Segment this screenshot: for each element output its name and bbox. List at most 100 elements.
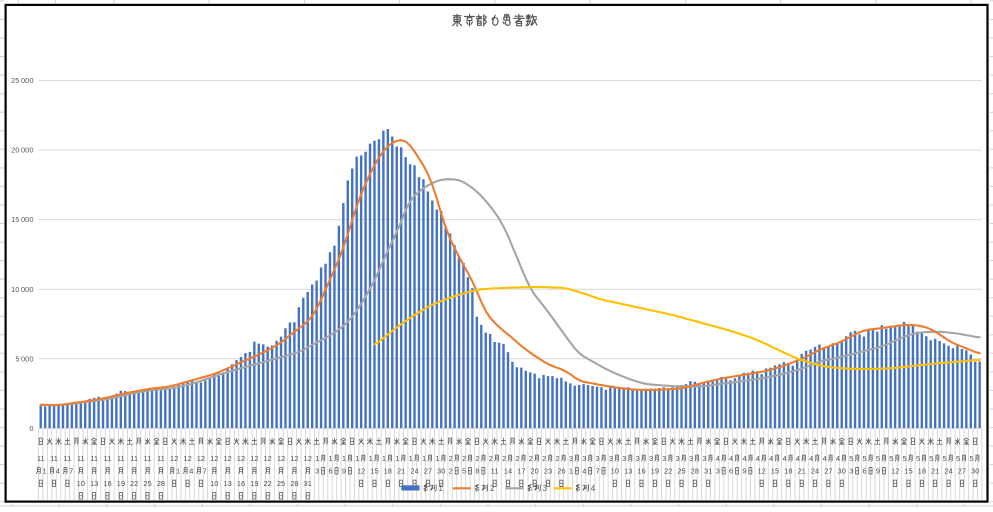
svg-text:12: 12 — [197, 454, 205, 463]
svg-text:11: 11 — [104, 454, 112, 463]
svg-text:15: 15 — [771, 467, 779, 476]
svg-text:16: 16 — [103, 479, 111, 488]
svg-text:2: 2 — [490, 484, 495, 493]
svg-text:4: 4 — [591, 484, 596, 493]
svg-text:1: 1 — [329, 454, 333, 463]
svg-text:12: 12 — [237, 454, 245, 463]
svg-text:18: 18 — [784, 467, 792, 476]
svg-text:11: 11 — [37, 454, 45, 463]
svg-text:4: 4 — [782, 454, 786, 463]
svg-text:2: 2 — [515, 454, 519, 463]
svg-text:11: 11 — [50, 454, 58, 463]
svg-text:4: 4 — [189, 467, 193, 476]
svg-text:3: 3 — [582, 454, 586, 463]
svg-text:12: 12 — [183, 454, 191, 463]
svg-text:3: 3 — [543, 484, 548, 493]
svg-text:1: 1 — [355, 454, 359, 463]
svg-text:30: 30 — [971, 467, 979, 476]
svg-text:1: 1 — [369, 454, 373, 463]
svg-text:25: 25 — [143, 479, 151, 488]
svg-text:3: 3 — [569, 454, 573, 463]
svg-text:13: 13 — [90, 479, 98, 488]
svg-text:14: 14 — [504, 467, 512, 476]
svg-text:19: 19 — [651, 467, 659, 476]
svg-text:17: 17 — [517, 467, 525, 476]
svg-text:21: 21 — [397, 467, 405, 476]
svg-text:4: 4 — [796, 454, 800, 463]
svg-text:24: 24 — [811, 467, 819, 476]
svg-text:3: 3 — [622, 454, 626, 463]
svg-text:1: 1 — [315, 454, 319, 463]
svg-text:26: 26 — [557, 467, 565, 476]
svg-text:2: 2 — [489, 454, 493, 463]
svg-text:5 000: 5 000 — [15, 354, 33, 363]
svg-text:10: 10 — [611, 467, 619, 476]
svg-text:3: 3 — [662, 454, 666, 463]
svg-text:5: 5 — [849, 454, 853, 463]
svg-text:3: 3 — [676, 454, 680, 463]
svg-text:30: 30 — [437, 467, 445, 476]
svg-text:12: 12 — [223, 454, 231, 463]
svg-text:19: 19 — [250, 479, 258, 488]
svg-text:7: 7 — [203, 467, 207, 476]
svg-text:2: 2 — [475, 454, 479, 463]
svg-text:5: 5 — [889, 454, 893, 463]
svg-text:9: 9 — [876, 467, 880, 476]
svg-text:4: 4 — [582, 467, 586, 476]
svg-text:6: 6 — [329, 467, 333, 476]
svg-text:5: 5 — [863, 454, 867, 463]
svg-text:3: 3 — [649, 454, 653, 463]
svg-text:2: 2 — [449, 467, 453, 476]
svg-text:12: 12 — [250, 454, 258, 463]
svg-text:27: 27 — [958, 467, 966, 476]
svg-text:8: 8 — [475, 467, 479, 476]
svg-text:30: 30 — [838, 467, 846, 476]
svg-text:5: 5 — [943, 454, 947, 463]
svg-text:1: 1 — [176, 467, 180, 476]
svg-text:3: 3 — [596, 454, 600, 463]
svg-text:24: 24 — [944, 467, 952, 476]
svg-text:31: 31 — [304, 479, 312, 488]
svg-text:5: 5 — [903, 454, 907, 463]
svg-text:15: 15 — [370, 467, 378, 476]
svg-text:16: 16 — [637, 467, 645, 476]
svg-text:1: 1 — [395, 454, 399, 463]
svg-text:13: 13 — [624, 467, 632, 476]
svg-text:25: 25 — [677, 467, 685, 476]
svg-text:3: 3 — [636, 454, 640, 463]
svg-text:9: 9 — [742, 467, 746, 476]
svg-text:11: 11 — [130, 454, 138, 463]
svg-text:10: 10 — [77, 479, 85, 488]
svg-text:7: 7 — [69, 467, 73, 476]
svg-text:18: 18 — [918, 467, 926, 476]
svg-text:1: 1 — [422, 454, 426, 463]
svg-text:12: 12 — [264, 454, 272, 463]
svg-text:12: 12 — [210, 454, 218, 463]
svg-text:2: 2 — [502, 454, 506, 463]
svg-text:1: 1 — [382, 454, 386, 463]
svg-text:7: 7 — [596, 467, 600, 476]
svg-text:22: 22 — [264, 479, 272, 488]
svg-text:4: 4 — [729, 454, 733, 463]
svg-text:5: 5 — [876, 454, 880, 463]
svg-text:12: 12 — [891, 467, 899, 476]
svg-text:1: 1 — [435, 454, 439, 463]
svg-text:9: 9 — [342, 467, 346, 476]
svg-text:3: 3 — [315, 467, 319, 476]
svg-text:23: 23 — [544, 467, 552, 476]
svg-text:12: 12 — [357, 467, 365, 476]
svg-text:12: 12 — [304, 454, 312, 463]
svg-text:3: 3 — [849, 467, 853, 476]
svg-text:3: 3 — [609, 454, 613, 463]
svg-text:6: 6 — [729, 467, 733, 476]
svg-text:27: 27 — [824, 467, 832, 476]
svg-text:5: 5 — [929, 454, 933, 463]
svg-text:5: 5 — [956, 454, 960, 463]
svg-text:11: 11 — [64, 454, 72, 463]
svg-text:11: 11 — [77, 454, 85, 463]
svg-text:12: 12 — [170, 454, 178, 463]
svg-text:6: 6 — [863, 467, 867, 476]
svg-text:1: 1 — [569, 467, 573, 476]
svg-text:0: 0 — [29, 424, 33, 433]
svg-text:27: 27 — [424, 467, 432, 476]
